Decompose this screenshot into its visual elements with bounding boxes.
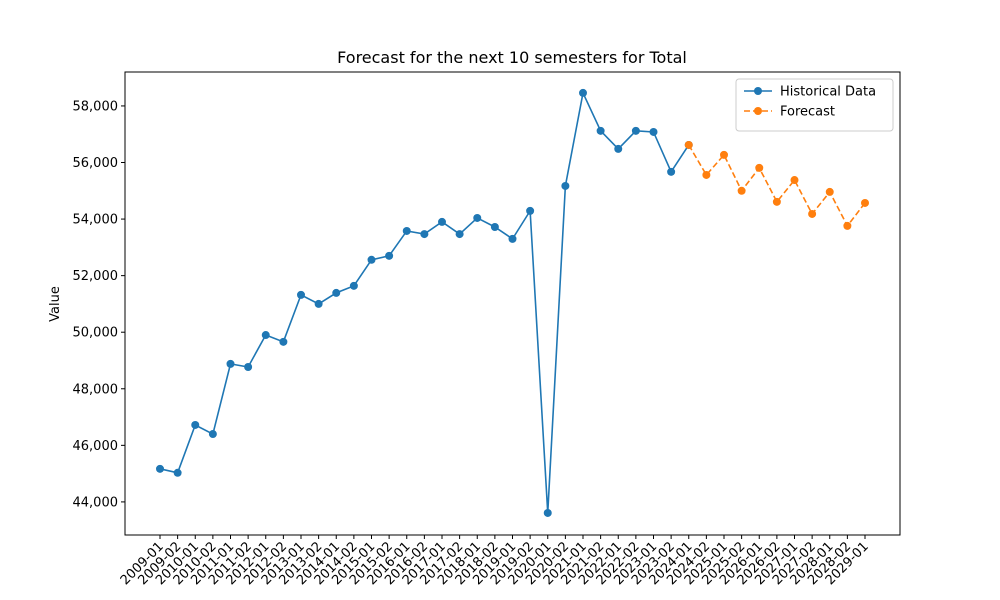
data-point xyxy=(526,206,535,215)
legend-marker xyxy=(754,107,762,115)
data-point xyxy=(438,217,446,226)
legend-label: Forecast xyxy=(780,105,835,120)
data-point xyxy=(720,150,728,159)
data-point xyxy=(244,362,253,371)
data-point xyxy=(579,88,587,97)
data-point xyxy=(490,222,499,231)
data-point xyxy=(543,508,552,517)
data-point xyxy=(614,144,623,153)
data-point xyxy=(843,221,852,230)
chart-title: Forecast for the next 10 semesters for T… xyxy=(337,48,687,67)
y-tick-label: 58,000 xyxy=(73,99,119,114)
data-point xyxy=(385,251,394,260)
data-point xyxy=(279,337,288,346)
legend: Historical Data Forecast xyxy=(735,78,894,132)
legend-marker xyxy=(754,87,762,95)
data-point xyxy=(790,176,799,185)
data-point xyxy=(332,288,341,297)
data-point xyxy=(772,197,781,206)
legend-label: Historical Data xyxy=(780,85,876,100)
data-point xyxy=(508,234,517,243)
data-point xyxy=(702,170,711,179)
data-point xyxy=(297,290,305,299)
data-point xyxy=(261,331,270,340)
y-tick-label: 44,000 xyxy=(73,495,119,510)
y-tick-label: 52,000 xyxy=(73,269,119,284)
data-point xyxy=(191,420,200,429)
data-point xyxy=(596,126,605,135)
y-tick-label: 46,000 xyxy=(73,439,119,454)
data-point xyxy=(649,127,658,136)
data-point xyxy=(226,359,235,368)
data-point xyxy=(314,299,323,308)
data-point xyxy=(455,230,464,239)
y-axis-label: Value xyxy=(48,286,63,322)
data-point xyxy=(473,213,482,222)
data-point xyxy=(861,198,869,207)
data-point xyxy=(349,281,358,290)
y-tick-label: 50,000 xyxy=(73,326,119,341)
data-point xyxy=(173,468,182,477)
data-point xyxy=(156,464,164,473)
data-point xyxy=(825,187,834,196)
data-point xyxy=(367,255,376,264)
data-point xyxy=(402,226,411,235)
data-point xyxy=(631,126,640,135)
data-point xyxy=(737,186,746,195)
data-point xyxy=(755,163,764,172)
plot-frame xyxy=(124,71,901,536)
legend-box xyxy=(735,78,894,132)
y-tick-label: 48,000 xyxy=(73,382,119,397)
series-line xyxy=(688,144,866,228)
data-point xyxy=(684,140,693,149)
data-point xyxy=(420,230,429,239)
y-tick-label: 56,000 xyxy=(73,156,119,171)
data-point xyxy=(667,167,676,176)
y-tick-label: 54,000 xyxy=(73,213,119,228)
data-point xyxy=(808,209,817,218)
data-point xyxy=(208,430,217,439)
data-point xyxy=(561,181,570,190)
